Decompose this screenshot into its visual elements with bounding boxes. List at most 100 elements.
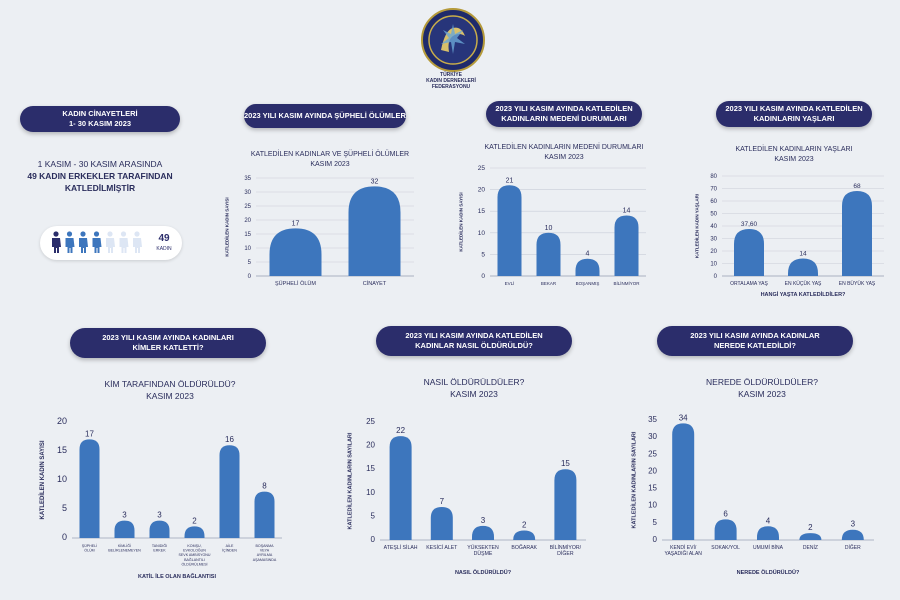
- bar: [472, 525, 494, 540]
- pill-line: NEREDE KATLEDİLDİ?: [714, 341, 796, 350]
- chart-title-line: KATLEDİLEN KADINLAR VE ŞÜPHELİ ÖLÜMLER: [250, 151, 410, 158]
- y-tick-label: 30: [244, 190, 251, 196]
- bar: [734, 229, 764, 276]
- category-label: YÜKSEKTEN: [467, 544, 499, 551]
- category-label: ORTALAMA YAŞ: [730, 281, 768, 287]
- category-label: BELİRLENEMEYEN: [108, 548, 141, 553]
- y-tick-label: 10: [648, 501, 657, 510]
- category-label: KİMLİĞİ: [118, 543, 131, 548]
- category-label: KOMŞU,: [187, 544, 201, 548]
- category-label: ATEŞLİ SİLAH: [384, 544, 418, 551]
- bar: [513, 530, 536, 540]
- chart-methods: 0 5 10 15 20 25 KATLEDİLEN KADINLARIN SAYILARI…: [347, 417, 586, 576]
- y-tick-label: 15: [478, 208, 486, 215]
- y-tick-label: 70: [710, 187, 717, 193]
- category-label: KESİCİ ALET: [426, 544, 458, 551]
- category-label: AİLE: [226, 543, 234, 548]
- chart-title-5: NASIL ÖLDÜRÜLDÜLER? KASIM 2023: [394, 376, 554, 400]
- pill-locations: 2023 YILI KASIM AYINDA KADINLAR NEREDE K…: [657, 326, 853, 356]
- category-label: AYRILMA: [257, 553, 273, 557]
- bar: [672, 423, 695, 540]
- data-label: 3: [157, 511, 162, 520]
- pill-line: KİMLER KATLETTİ?: [132, 343, 204, 352]
- chart-marital-status: 0 5 10 15 20 25 KATLEDİLEN KADIN SAYISI 21 EVLİ 1…: [458, 165, 646, 286]
- x-axis-label: NASIL ÖLDÜRÜLDÜ?: [455, 569, 512, 576]
- y-axis-label: KATLEDİLEN KADIN SAYISI: [458, 192, 464, 251]
- data-label: 3: [122, 511, 127, 520]
- data-label: 21: [506, 177, 514, 184]
- data-label: 37,60: [741, 221, 758, 228]
- intro-line-2: 49 KADIN ERKEKLER TARAFINDAN: [27, 171, 173, 181]
- chart-title-line: KASIM 2023: [544, 154, 584, 161]
- data-label: 15: [561, 459, 570, 468]
- category-label: SOKAK/YOL: [711, 545, 740, 551]
- pill-line: 2023 YILI KASIM AYINDA KATLEDİLEN: [405, 331, 543, 340]
- y-tick-label: 20: [244, 218, 251, 224]
- chart-ages: 0 10 20 30 40 50 60 70 80 KATLEDİLEN KADIN YAŞLAR…: [694, 174, 884, 298]
- data-label: 16: [225, 435, 234, 444]
- y-tick-label: 60: [710, 199, 717, 205]
- y-tick-label: 10: [710, 262, 717, 268]
- y-tick-label: 20: [710, 249, 717, 255]
- category-label: EVLİ: [505, 280, 515, 286]
- pill-line: KADINLARIN MEDENİ DURUMLARI: [501, 114, 627, 123]
- data-label: 2: [192, 516, 197, 525]
- person-icon: [65, 231, 75, 253]
- bar: [799, 533, 822, 540]
- chart-title-line: KİM TARAFINDAN ÖLDÜRÜLDÜ?: [104, 379, 236, 389]
- bar: [536, 232, 561, 276]
- chart-title-line: KASIM 2023: [738, 389, 786, 399]
- data-label: 8: [262, 482, 267, 491]
- intro-title-line: KADIN CİNAYETLERİ: [62, 109, 138, 118]
- federation-logo: [421, 8, 485, 72]
- bar: [149, 520, 170, 538]
- category-label: EN BÜYÜK YAŞ: [839, 280, 876, 287]
- chart-title-line: KASIM 2023: [146, 391, 194, 401]
- category-label: DÜŞME: [474, 550, 493, 557]
- data-label: 34: [679, 413, 688, 422]
- chart-title-line: KASIM 2023: [774, 156, 814, 163]
- people-icons: [52, 231, 142, 253]
- data-label: 3: [481, 516, 486, 525]
- data-label: 4: [586, 251, 590, 258]
- pill-line: KADINLARIN YAŞLARI: [753, 114, 835, 123]
- y-tick-label: 0: [248, 274, 252, 280]
- pill-line: 2023 YILI KASIM AYINDA KADINLARI: [102, 333, 234, 342]
- category-label: EVKOLOĞUN: [183, 548, 206, 553]
- intro-statement: 1 KASIM - 30 KASIM ARASINDA 49 KADIN ERK…: [20, 158, 180, 194]
- category-label: BİLİNMİYOR: [613, 280, 640, 286]
- count-label: KADIN: [156, 246, 172, 252]
- chart-title-line: KATLEDİLEN KADINLARIN MEDENİ DURUMLARI: [484, 144, 644, 151]
- intro-title-pill: KADIN CİNAYETLERİ 1- 30 KASIM 2023: [20, 106, 180, 132]
- chart-title-line: KATLEDİLEN KADINLARIN YAŞLARI: [735, 146, 853, 153]
- y-tick-label: 15: [648, 484, 657, 493]
- bar: [114, 520, 135, 538]
- logo-emblem-icon: [428, 15, 478, 65]
- pill-perpetrators: 2023 YILI KASIM AYINDA KADINLARI KİMLER …: [70, 328, 266, 358]
- category-label: İÇİNDEN: [222, 548, 237, 553]
- y-axis-label: KATLEDİLEN KADINLARIN SAYILARI: [631, 431, 638, 528]
- person-icon: [92, 231, 102, 253]
- person-icon: [133, 231, 142, 253]
- y-tick-label: 20: [57, 416, 67, 426]
- bar: [575, 258, 600, 276]
- category-label: ÖLDÜRÜLMESİ: [182, 561, 208, 566]
- bar: [430, 506, 453, 540]
- data-label: 6: [723, 509, 728, 518]
- chart-title-3: KATLEDİLEN KADINLARIN YAŞLARI KASIM 2023: [714, 145, 874, 165]
- y-tick-label: 5: [62, 503, 67, 513]
- y-axis-label: KATLEDİLEN KADINLARIN SAYILARI: [347, 432, 354, 529]
- category-label: ŞÜPHELİ: [82, 543, 97, 548]
- y-tick-label: 15: [57, 445, 67, 455]
- data-label: 7: [440, 497, 445, 506]
- intro-line-3: KATLEDİLMİŞTİR: [64, 183, 136, 193]
- y-tick-label: 30: [710, 237, 717, 243]
- category-label: BEKAR: [541, 281, 557, 286]
- category-label: KENDİ EVİ/: [670, 544, 697, 551]
- federation-name: TÜRKİYE KADIN DERNEKLERİ FEDERASYONU: [415, 72, 487, 90]
- chart-title-line: KASIM 2023: [450, 389, 498, 399]
- bar: [389, 436, 412, 540]
- bar: [254, 491, 275, 538]
- y-axis-label: KATLEDİLEN KADIN YAŞLARI: [694, 194, 700, 258]
- bar: [219, 445, 240, 538]
